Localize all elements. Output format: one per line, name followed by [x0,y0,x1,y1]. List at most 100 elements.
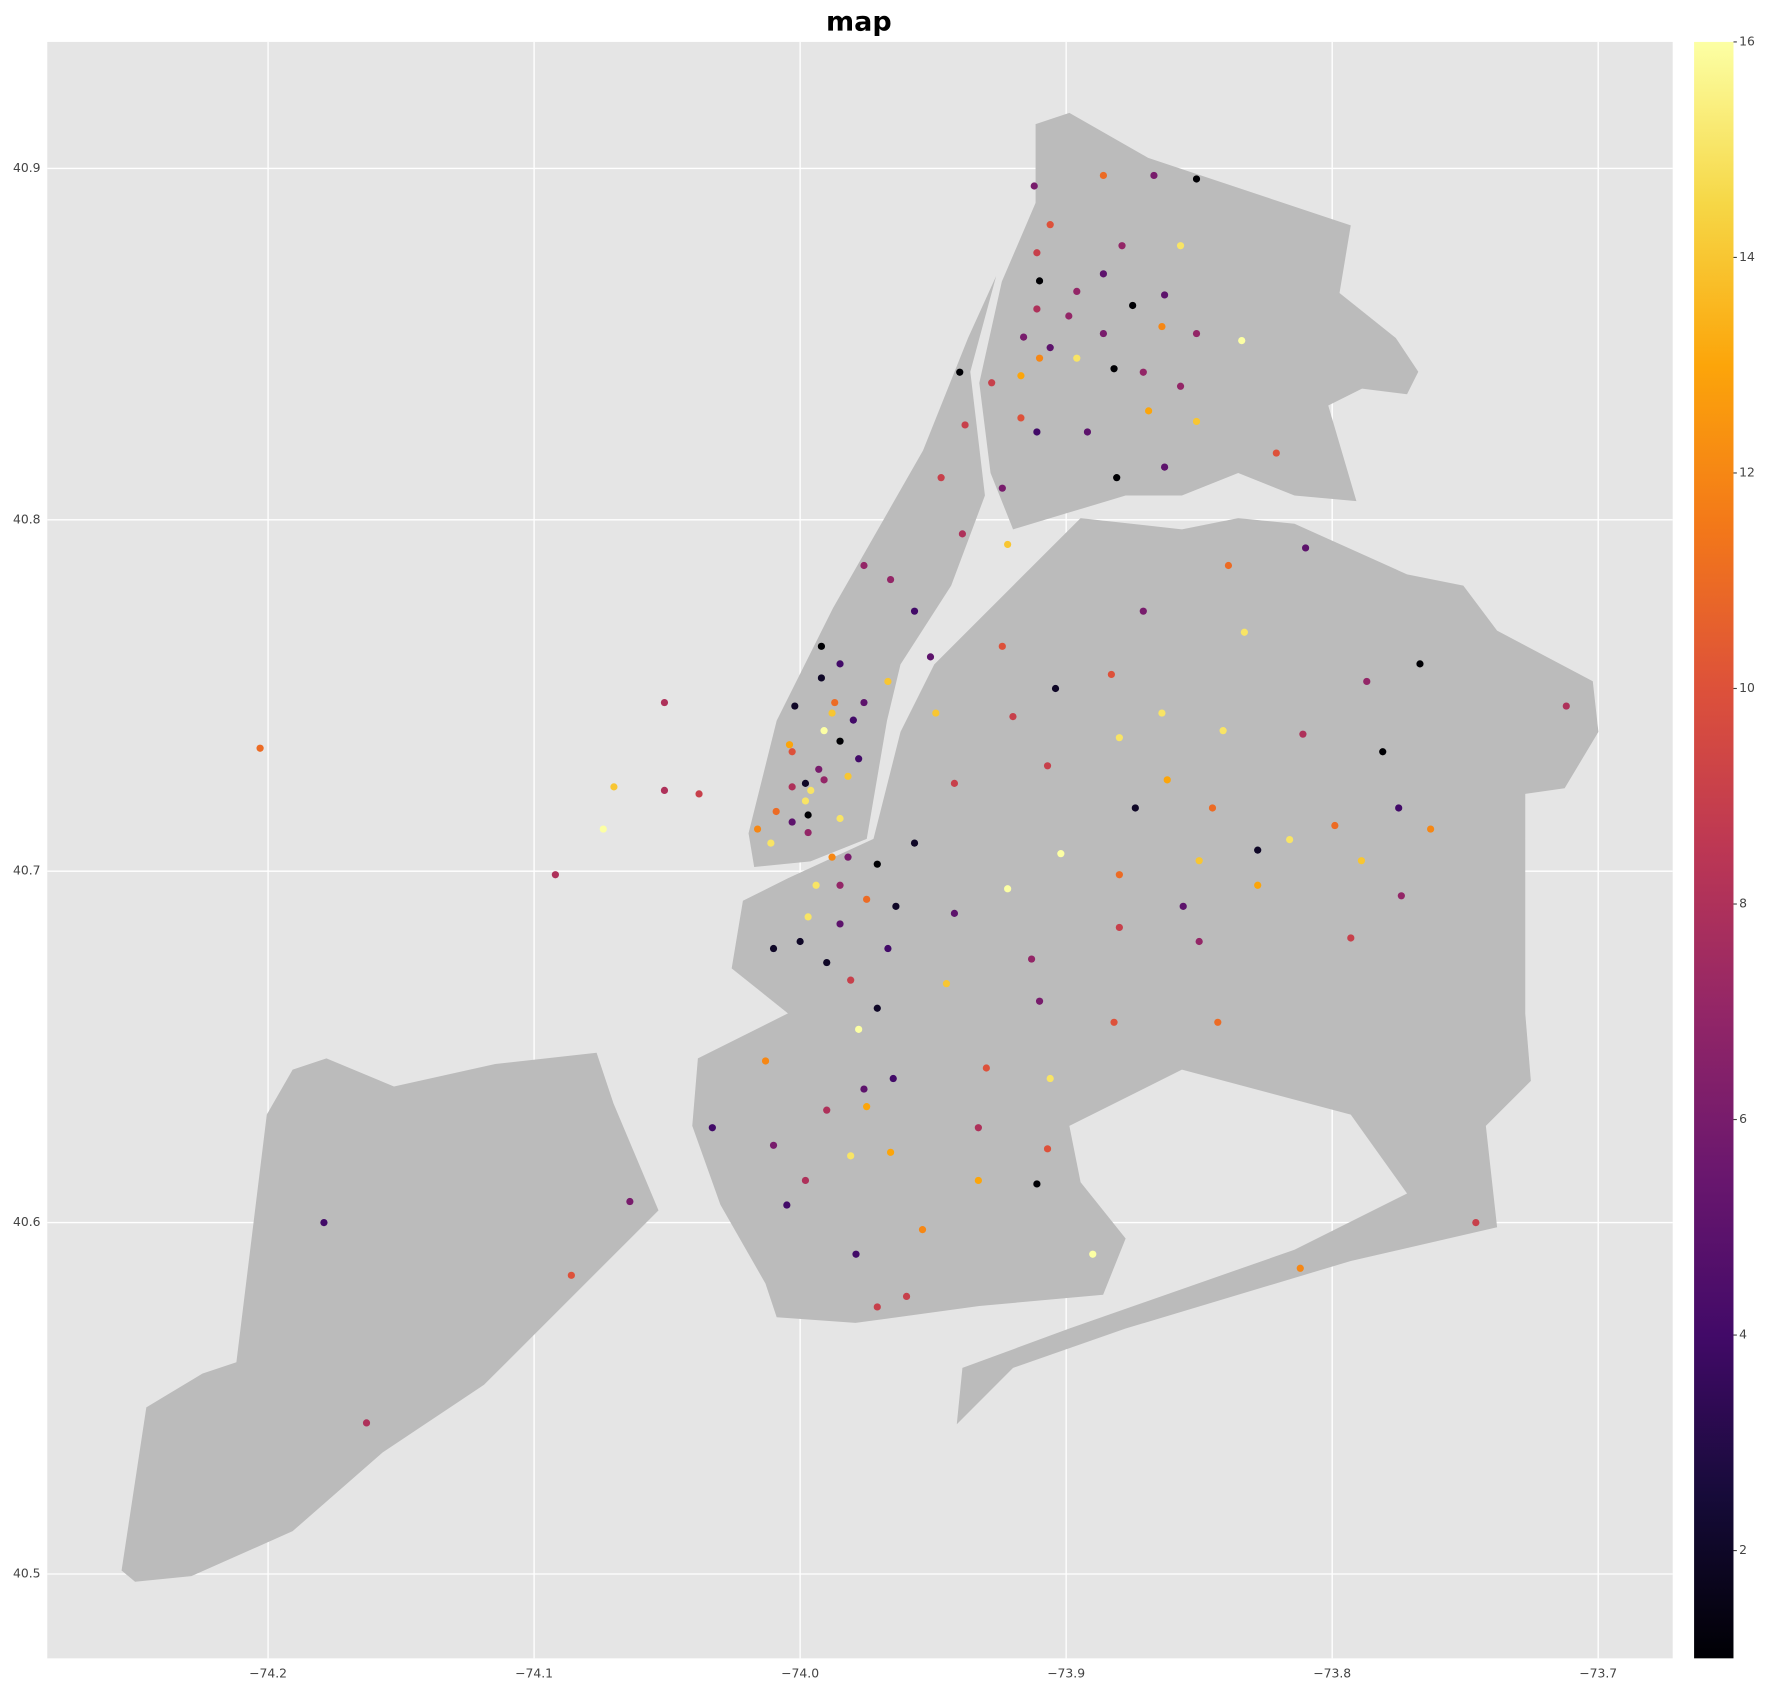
point [1158,322,1166,331]
staten-island [121,1052,659,1582]
point [1357,857,1366,865]
point [1160,463,1169,471]
point [1110,365,1118,373]
point [1195,857,1203,865]
point [1017,372,1025,380]
point [1176,242,1185,250]
point [761,1057,770,1065]
point [1145,407,1153,415]
point [1033,305,1041,313]
point [974,1176,982,1185]
colorbar-tick-label: 12 [1739,465,1755,479]
point [804,828,812,837]
point [610,783,618,791]
point [998,484,1006,492]
point [836,814,844,823]
point [551,871,559,879]
point [937,474,945,482]
point [823,1106,831,1114]
colorbar-tick-label: 8 [1739,897,1747,911]
point [1139,607,1147,615]
point [1240,628,1248,636]
point [1043,1145,1052,1153]
point [889,1074,897,1083]
point [1017,414,1025,422]
point [847,976,855,984]
point [828,853,836,861]
point [660,698,669,707]
point [886,575,895,584]
point [1208,804,1217,812]
point [1192,417,1201,426]
point [910,607,919,615]
point [1158,709,1166,717]
point [1562,702,1570,710]
point [804,811,812,819]
point [1272,449,1280,457]
x-tick-label: −74.2 [249,1667,287,1681]
point [863,1103,871,1111]
point [1033,428,1041,436]
x-tick-label: −73.7 [1579,1667,1617,1681]
colorbar [1694,41,1734,1659]
point [823,958,831,967]
point [801,1176,810,1185]
point [695,790,703,798]
point [1395,804,1403,812]
point [998,642,1006,650]
point [1427,825,1435,833]
point [1296,1264,1304,1272]
point [855,755,863,763]
point [892,902,900,910]
point [1035,997,1044,1005]
colorbar-tick-label: 10 [1739,681,1755,695]
point [1046,221,1054,229]
land [121,112,1599,1582]
point [767,839,775,847]
point [817,674,826,682]
point [1107,670,1115,679]
y-tick-label: 40.9 [13,161,41,175]
point [1118,242,1126,250]
point [956,368,964,376]
point [1299,730,1307,738]
point [873,860,881,868]
point [926,653,935,661]
point [1099,329,1108,338]
point [362,1419,371,1427]
y-tick-label: 40.7 [13,864,41,878]
point [815,765,823,773]
point [1379,748,1387,756]
point [791,702,799,710]
point [788,783,796,791]
point [1033,1180,1041,1188]
colorbar-tick-label: 2 [1739,1543,1747,1557]
x-tick-label: −73.8 [1313,1667,1351,1681]
point [1019,333,1028,341]
point [1046,1074,1054,1083]
x-tick-label: −73.9 [1047,1667,1085,1681]
point [599,825,607,833]
point [788,748,796,756]
point [1224,561,1233,570]
point [788,818,796,826]
point [1051,684,1060,693]
point [804,913,812,921]
point [1115,923,1123,932]
point [961,421,969,429]
point [1286,835,1294,844]
colorbar-tick-label: 6 [1739,1112,1747,1126]
point [1073,287,1081,296]
point [1195,937,1203,946]
point [1179,902,1187,910]
point [847,1152,855,1160]
point [849,716,857,724]
point [1110,1018,1118,1026]
point [1043,762,1052,770]
point [1027,955,1036,963]
point [1139,368,1147,376]
point [974,1124,982,1132]
manhattan [748,276,997,868]
point [1131,804,1139,812]
point [873,1004,881,1012]
